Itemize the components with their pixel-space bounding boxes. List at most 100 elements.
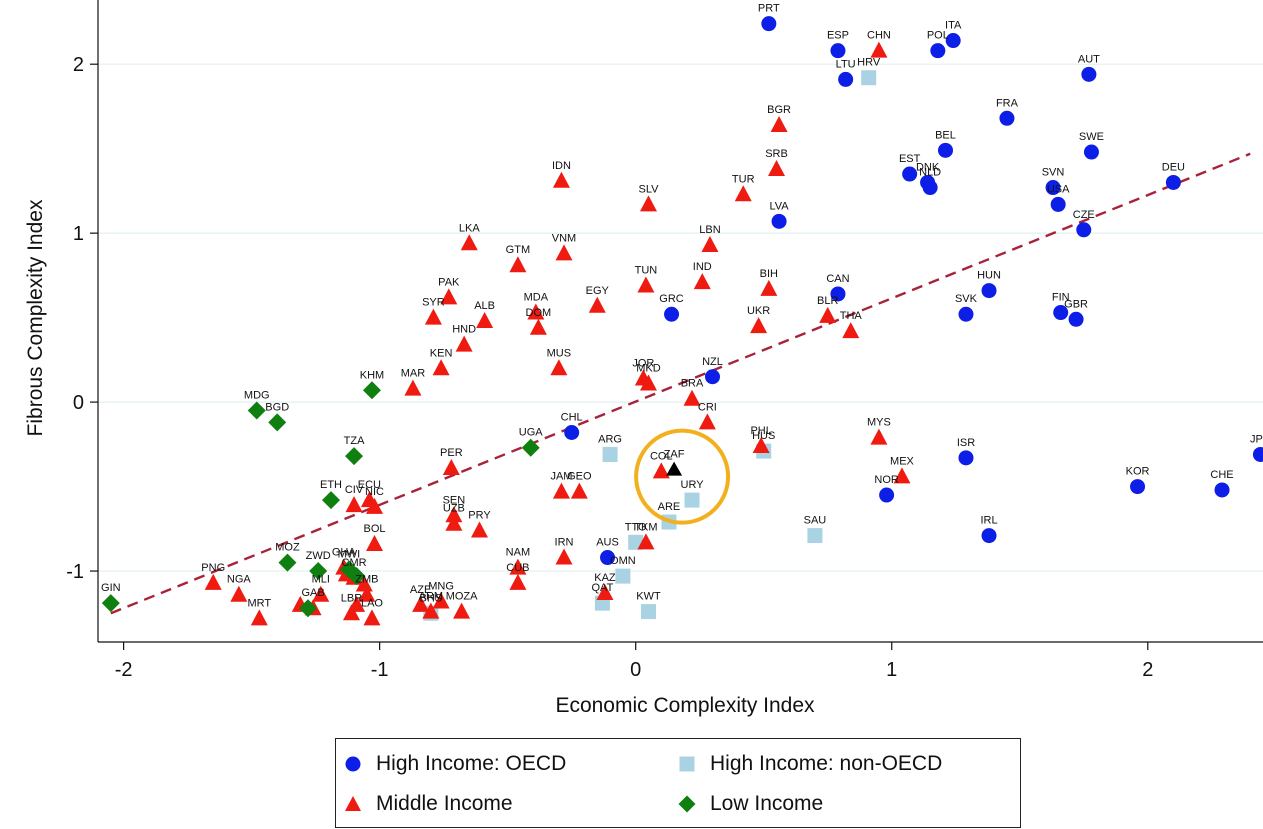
point-circle <box>705 369 721 385</box>
point-triangle <box>734 185 752 202</box>
diamond-icon <box>678 795 696 813</box>
point-triangle <box>683 389 701 406</box>
x-tick-label: 2 <box>1142 659 1153 681</box>
point-label: MKD <box>636 363 661 375</box>
point-circle <box>830 286 846 302</box>
point-label: ITA <box>945 20 962 32</box>
point-circle <box>1050 196 1066 212</box>
point-label: PAK <box>438 276 460 288</box>
point-circle <box>771 213 787 229</box>
axes-group <box>97 0 1263 643</box>
point-triangle <box>652 462 670 479</box>
point-label: LBR <box>341 592 362 604</box>
point-circle <box>879 487 895 503</box>
legend-label: High Income: OECD <box>376 752 567 775</box>
point-circle <box>981 528 997 544</box>
point-triangle <box>250 609 268 626</box>
point-label: NLD <box>919 167 941 179</box>
point-label: LAO <box>361 597 383 609</box>
point-circle <box>1252 446 1263 462</box>
point-triangle <box>509 256 527 273</box>
highlight-label: ZAF <box>664 449 685 461</box>
point-label: CHE <box>1210 469 1233 481</box>
point-triangle <box>555 244 573 261</box>
point-label: ARM <box>419 591 443 603</box>
point-triangle <box>552 171 570 188</box>
point-label: NZL <box>702 356 723 368</box>
circle-icon <box>344 755 362 773</box>
point-label: SAU <box>804 515 827 527</box>
point-triangle <box>527 303 545 320</box>
point-label: IDN <box>552 160 571 172</box>
point-triangle <box>476 312 494 328</box>
point-label: VNM <box>552 232 576 244</box>
point-label: GTM <box>506 244 530 256</box>
point-triangle <box>345 496 363 513</box>
x-tick-label: -1 <box>371 659 389 681</box>
point-label: CAN <box>826 273 849 285</box>
point-triangle <box>445 514 463 531</box>
point-label: ZWD <box>306 550 331 562</box>
point-label: KWT <box>636 591 661 603</box>
point-triangle <box>509 558 527 575</box>
triangle-icon <box>344 795 362 813</box>
point-label: MDA <box>524 292 549 304</box>
point-triangle <box>358 585 376 602</box>
point-triangle <box>596 584 614 601</box>
point-label: CHL <box>561 412 583 424</box>
point-label: MLI <box>312 574 330 586</box>
legend-item-low: Low Income <box>678 787 823 821</box>
point-label: ARE <box>658 501 681 513</box>
y-tick-label: 1 <box>73 223 84 245</box>
x-axis-title: Economic Complexity Index <box>555 694 815 717</box>
point-circle <box>1068 311 1084 327</box>
point-label: PNG <box>201 562 225 574</box>
point-triangle <box>637 276 655 293</box>
point-diamond <box>345 447 364 466</box>
point-triangle <box>701 235 719 252</box>
point-label: KOR <box>1126 466 1150 478</box>
point-label: MDG <box>244 390 270 402</box>
point-label: SWE <box>1079 131 1104 143</box>
point-triangle <box>819 306 837 323</box>
point-triangle <box>455 335 473 352</box>
point-label: JPN <box>1250 433 1263 445</box>
point-label: SYR <box>422 297 445 309</box>
legend-label: High Income: non-OECD <box>710 752 943 775</box>
point-square <box>615 568 631 584</box>
point-triangle <box>588 296 606 313</box>
point-square <box>861 70 877 86</box>
highlight-group: ZAF <box>634 428 731 525</box>
point-triangle <box>404 379 422 396</box>
point-circle <box>761 16 777 32</box>
point-triangle <box>442 458 460 475</box>
point-triangle <box>471 521 489 538</box>
fit-line-group <box>110 152 1251 615</box>
point-label: DOM <box>526 307 552 319</box>
point-label: OMN <box>610 555 636 567</box>
point-triangle <box>355 575 373 592</box>
point-label: IRN <box>555 537 574 549</box>
point-triangle <box>639 374 657 391</box>
point-label: KEN <box>430 347 453 359</box>
point-label: QAT <box>592 582 614 594</box>
point-triangle <box>550 359 568 376</box>
point-label: DEU <box>1162 161 1185 173</box>
point-label: MWI <box>338 548 361 560</box>
point-label: FRA <box>996 97 1019 109</box>
point-label: CZE <box>1073 209 1095 221</box>
point-triangle <box>870 41 888 58</box>
point-triangle <box>342 604 360 621</box>
point-triangle <box>366 535 384 552</box>
point-circle <box>1165 174 1181 190</box>
point-label: SLV <box>639 183 660 195</box>
point-triangle <box>870 428 888 445</box>
point-label: TUR <box>732 173 755 185</box>
point-label: EST <box>899 153 921 165</box>
legend-item-non-oecd: High Income: non-OECD <box>678 747 942 781</box>
point-triangle <box>842 322 860 339</box>
point-circle <box>564 425 580 441</box>
point-label: DNK <box>916 161 940 173</box>
legend: High Income: OECD High Income: non-OECD … <box>335 738 1021 828</box>
